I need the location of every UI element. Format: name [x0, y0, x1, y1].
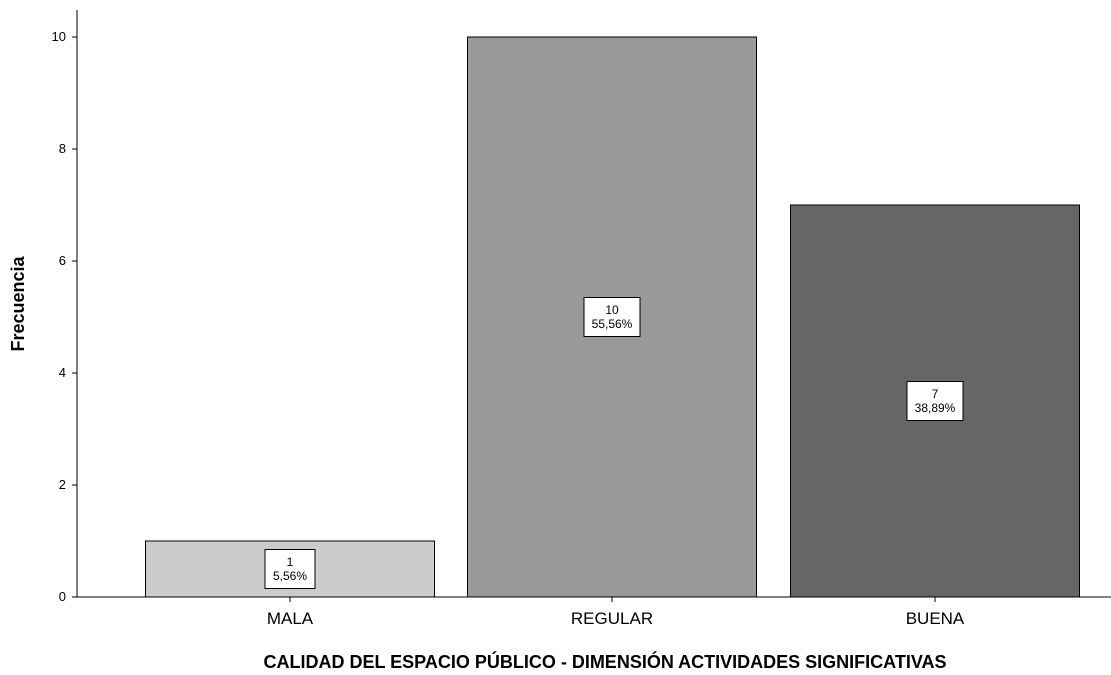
x-category-label: BUENA	[906, 609, 965, 628]
y-tick-label: 0	[59, 589, 66, 604]
data-label: 15,56%	[264, 549, 316, 589]
x-category-labels: MALA REGULAR BUENA	[267, 597, 965, 628]
x-axis-title: CALIDAD DEL ESPACIO PÚBLICO - DIMENSIÓN …	[263, 651, 946, 672]
y-tick-label: 8	[59, 141, 66, 156]
data-label-count: 7	[932, 387, 939, 401]
y-axis-title: Frecuencia	[8, 255, 28, 351]
y-tick-label: 10	[52, 29, 66, 44]
data-label-box	[264, 549, 316, 589]
x-category-label: REGULAR	[571, 609, 653, 628]
data-label-percent: 55,56%	[592, 317, 633, 331]
y-tick-label: 4	[59, 365, 66, 380]
y-tick-label: 2	[59, 477, 66, 492]
x-category-label: MALA	[267, 609, 314, 628]
data-label-percent: 38,89%	[915, 401, 956, 415]
y-ticks: 0 2 4 6 8 10	[52, 29, 77, 604]
data-label-count: 1	[287, 555, 294, 569]
axes-layer	[76, 10, 1111, 598]
data-label: 738,89%	[906, 381, 964, 421]
y-tick-label: 6	[59, 253, 66, 268]
data-label-box	[583, 297, 641, 337]
data-label-count: 10	[605, 303, 619, 317]
data-label-box	[906, 381, 964, 421]
data-label-percent: 5,56%	[273, 569, 307, 583]
